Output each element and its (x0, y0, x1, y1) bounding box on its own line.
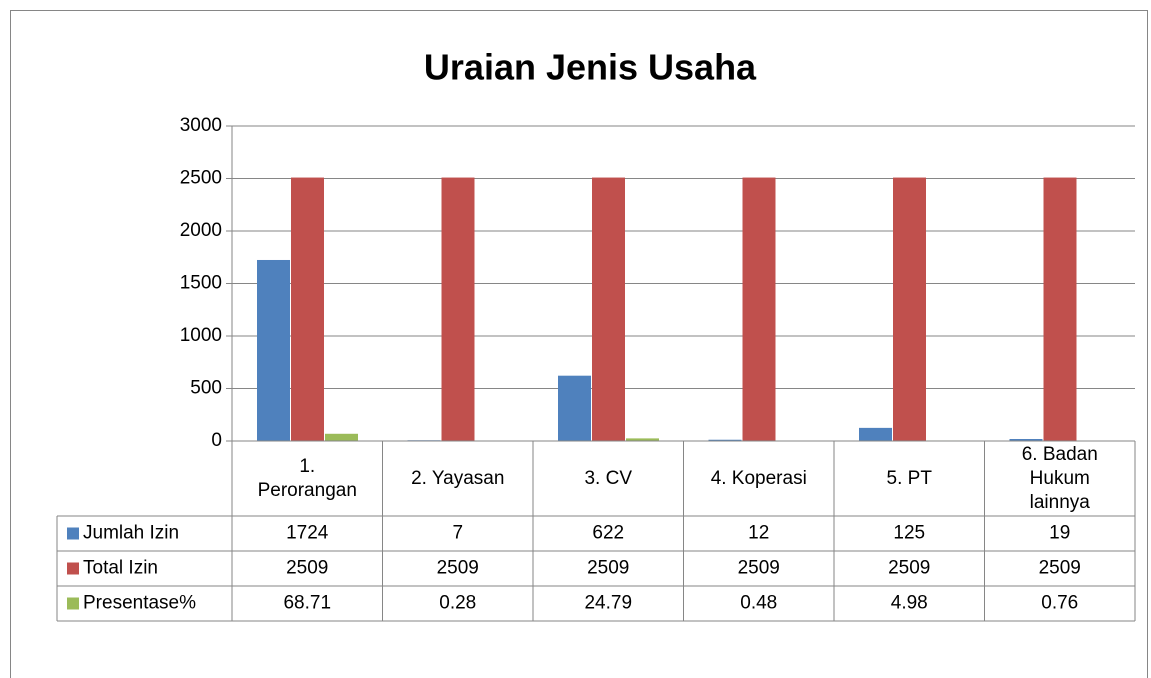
table-value: 125 (893, 523, 925, 544)
x-tick-label: 1. Perorangan (257, 455, 357, 501)
table-value: 68.71 (283, 593, 331, 614)
bar (626, 438, 659, 441)
bar (859, 427, 892, 441)
bar (592, 177, 625, 441)
y-tick-label: 1000 (180, 325, 222, 346)
y-tick-label: 1500 (180, 273, 222, 294)
y-tick-label: 3000 (180, 115, 222, 136)
legend-label: Presentase% (83, 593, 196, 614)
legend-label: Jumlah Izin (83, 523, 179, 544)
table-value: 2509 (587, 558, 629, 579)
chart-border (10, 10, 1148, 678)
bar (441, 177, 475, 441)
table-value: 0.76 (1041, 593, 1078, 614)
bar (325, 433, 358, 441)
bar (1043, 177, 1077, 441)
bar (742, 177, 776, 441)
y-tick-label: 2000 (180, 220, 222, 241)
bar (558, 375, 591, 441)
chart-title: Uraian Jenis Usaha (424, 47, 757, 88)
table-value: 2509 (738, 558, 780, 579)
table-value: 2509 (1039, 558, 1081, 579)
bar (257, 259, 290, 441)
table-value: 2509 (286, 558, 328, 579)
table-value: 0.48 (740, 593, 777, 614)
legend-key (67, 597, 79, 610)
x-tick-label: 4. Koperasi (710, 467, 807, 489)
table-value: 4.98 (891, 593, 928, 614)
table-value: 19 (1049, 523, 1070, 544)
legend-key (67, 527, 79, 540)
table-value: 622 (592, 523, 624, 544)
y-tick-label: 2500 (180, 168, 222, 189)
x-tick-label: 2. Yayasan (411, 467, 505, 489)
legend-key (67, 562, 79, 575)
bar (708, 439, 742, 441)
x-tick-label: 3. CV (584, 467, 633, 489)
bar (1009, 439, 1043, 441)
table-value: 7 (452, 523, 463, 544)
x-tick-label: 6. Badan Hukum lainnya (1021, 443, 1098, 513)
y-tick-label: 500 (190, 378, 222, 399)
bar (893, 177, 926, 441)
y-tick-label: 0 (211, 430, 222, 451)
table-value: 2509 (437, 558, 479, 579)
legend-label: Total Izin (83, 558, 158, 579)
table-value: 1724 (286, 523, 329, 544)
table-value: 24.79 (584, 593, 632, 614)
table-value: 2509 (888, 558, 930, 579)
table-value: 12 (748, 523, 769, 544)
x-tick-label: 5. PT (886, 467, 932, 489)
table-value: 0.28 (439, 593, 476, 614)
bar (291, 177, 324, 441)
